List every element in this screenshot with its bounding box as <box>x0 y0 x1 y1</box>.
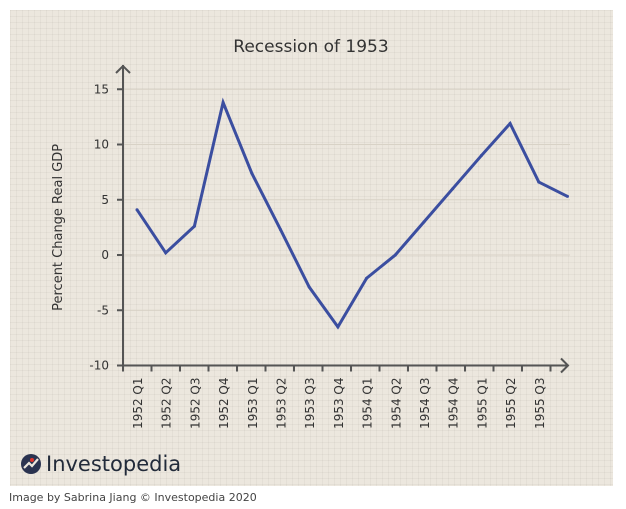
x-tick-label: 1952 Q3 <box>188 378 202 429</box>
chart-card: Recession of 1953 Percent Change Real GDP… <box>10 10 613 486</box>
data-point <box>479 154 483 158</box>
data-point <box>279 228 282 232</box>
data-point <box>250 171 254 175</box>
y-axis-arrow-icon <box>115 64 131 74</box>
x-axis-arrow-icon <box>560 357 570 374</box>
x-tick-label: 1953 Q3 <box>303 378 317 429</box>
y-tick-label: 0 <box>101 248 109 262</box>
x-tick-label: 1953 Q4 <box>332 378 346 429</box>
line-chart: Recession of 1953 Percent Change Real GDP… <box>51 37 570 429</box>
x-tick-label: 1954 Q3 <box>418 378 432 429</box>
x-tick-label: 1955 Q1 <box>475 378 489 429</box>
x-tick-label: 1954 Q2 <box>389 378 403 429</box>
data-point <box>365 276 369 280</box>
y-tick-label: 5 <box>101 193 109 207</box>
data-point <box>307 285 311 289</box>
logo-text: Investopedia <box>46 452 182 476</box>
y-tick-label: -5 <box>97 303 109 317</box>
x-tick-label: 1952 Q1 <box>131 378 145 429</box>
y-tick-label: 10 <box>94 138 109 152</box>
y-tick-label: -10 <box>89 359 109 373</box>
data-point <box>508 122 512 126</box>
data-point <box>221 101 225 105</box>
data-point <box>135 208 139 212</box>
data-point <box>566 194 569 198</box>
data-point <box>422 220 426 224</box>
x-tick-label: 1954 Q1 <box>361 378 375 429</box>
data-point <box>537 180 541 184</box>
data-point <box>393 253 397 257</box>
data-point <box>192 224 196 228</box>
investopedia-logo: Investopedia <box>20 452 181 476</box>
y-tick-label: 15 <box>94 82 109 96</box>
x-tick-label: 1952 Q4 <box>217 378 231 429</box>
investopedia-logo-icon <box>21 454 41 474</box>
chart-title: Recession of 1953 <box>233 37 388 57</box>
x-tick-label: 1953 Q1 <box>246 378 260 429</box>
x-tick-label: 1954 Q4 <box>447 378 461 429</box>
data-point <box>336 325 340 329</box>
gdp-line <box>135 97 569 330</box>
y-axis-label: Percent Change Real GDP <box>51 144 66 311</box>
image-caption: Image by Sabrina Jiang © Investopedia 20… <box>9 491 257 504</box>
x-tick-label: 1955 Q3 <box>533 378 547 429</box>
x-tick-label: 1955 Q2 <box>504 378 518 429</box>
x-tick-label: 1953 Q2 <box>275 378 289 429</box>
data-point <box>164 251 168 255</box>
x-tick-label: 1952 Q2 <box>160 378 174 429</box>
data-point <box>451 187 455 191</box>
